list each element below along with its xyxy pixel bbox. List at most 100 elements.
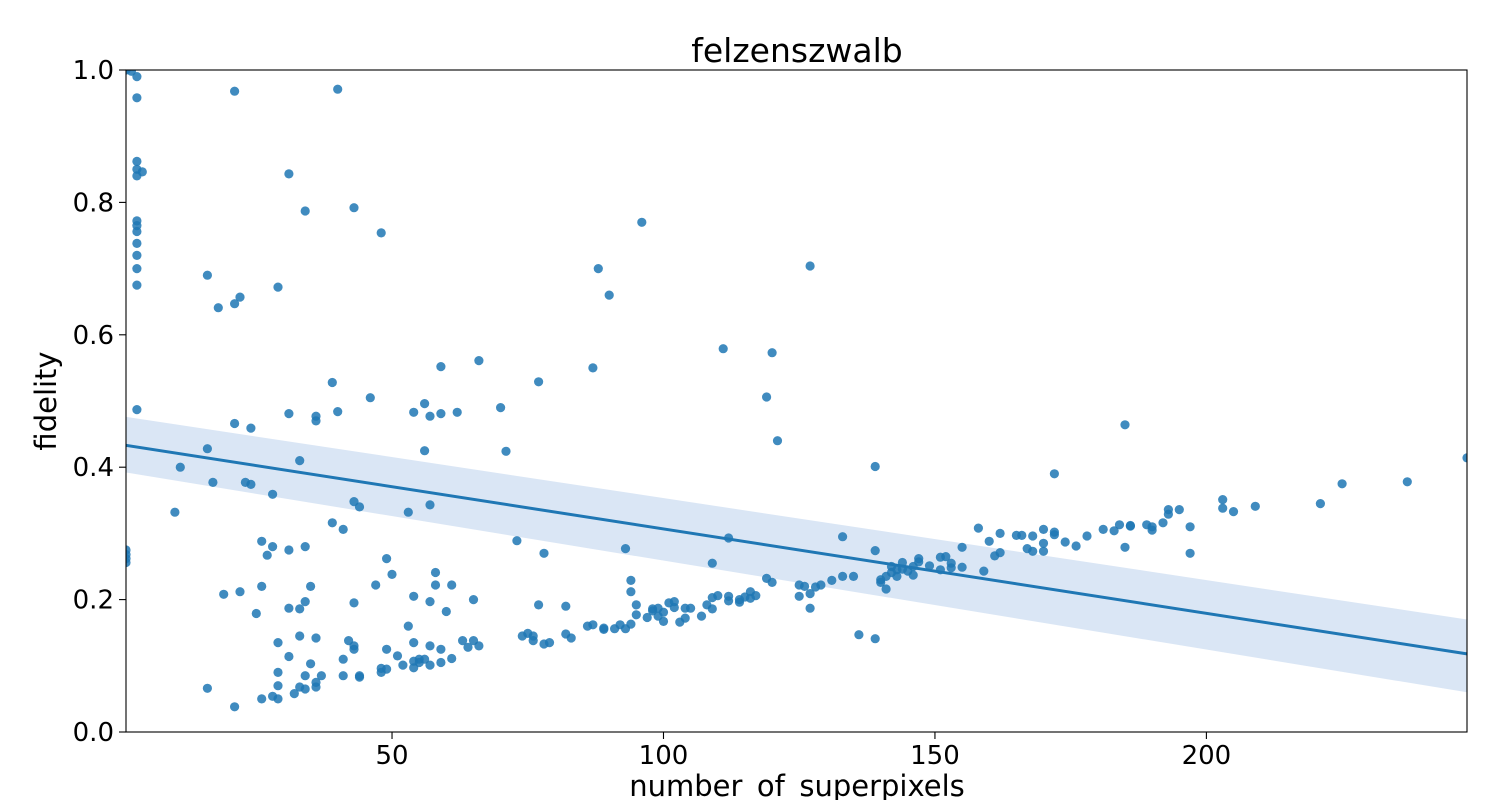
data-point	[838, 532, 848, 542]
data-point	[1038, 546, 1049, 556]
data-point	[881, 584, 891, 594]
data-point	[327, 377, 337, 388]
data-point	[295, 604, 305, 614]
data-point	[870, 461, 880, 472]
data-point	[876, 577, 886, 588]
data-point	[441, 606, 451, 617]
data-point	[599, 624, 609, 635]
data-point	[805, 603, 815, 613]
x-tick-label: 100	[639, 741, 689, 771]
data-point	[273, 638, 283, 648]
data-point	[468, 595, 479, 605]
confidence-band-layer	[126, 416, 1467, 693]
data-point	[924, 561, 935, 571]
data-point	[425, 660, 435, 670]
data-point	[762, 392, 772, 402]
data-point	[392, 651, 403, 661]
data-point	[338, 524, 348, 535]
data-point	[333, 407, 343, 417]
data-point	[561, 601, 571, 611]
data-point	[246, 479, 256, 489]
data-point	[213, 303, 223, 313]
data-point	[593, 264, 603, 274]
regression-line-layer	[125, 443, 1468, 656]
data-point	[257, 581, 267, 592]
data-point	[1098, 524, 1108, 535]
data-point	[1028, 531, 1038, 541]
data-point	[984, 536, 994, 546]
y-tick-label: 0.0	[73, 718, 114, 748]
data-point	[669, 597, 679, 607]
data-point	[892, 571, 902, 582]
data-point	[300, 206, 310, 216]
data-point	[588, 620, 598, 630]
data-point	[246, 423, 256, 433]
data-point	[273, 681, 283, 691]
data-point	[637, 217, 647, 227]
data-point	[848, 571, 859, 582]
data-point	[604, 290, 614, 300]
data-point	[1462, 453, 1467, 463]
x-tick-label: 150	[910, 741, 960, 771]
y-tick-label: 1.0	[73, 56, 114, 86]
data-point	[420, 446, 430, 456]
data-point	[409, 638, 419, 648]
data-point	[382, 644, 392, 654]
x-axis-ticks: 50 100 150 200	[375, 732, 1231, 771]
data-point	[447, 580, 457, 590]
data-point	[631, 610, 641, 620]
data-point	[349, 203, 359, 213]
data-point	[908, 570, 918, 580]
data-point	[1120, 420, 1130, 430]
data-point	[620, 544, 631, 554]
data-point	[1218, 495, 1228, 505]
data-point	[371, 580, 381, 590]
plot-area	[125, 70, 1468, 712]
data-point	[420, 654, 430, 664]
data-point	[1185, 522, 1195, 532]
data-point	[436, 409, 446, 419]
data-point	[1017, 530, 1027, 541]
data-point	[132, 156, 142, 166]
data-point	[1082, 531, 1092, 541]
data-point	[696, 611, 707, 621]
data-point	[398, 660, 408, 670]
data-points-layer	[126, 70, 1467, 712]
data-point	[995, 548, 1005, 558]
data-point	[680, 613, 690, 623]
data-point	[914, 554, 924, 564]
data-point	[1109, 526, 1119, 536]
data-point	[854, 630, 864, 640]
data-point	[1038, 524, 1049, 535]
data-point	[870, 634, 880, 644]
confidence-band	[126, 416, 1467, 693]
data-point	[447, 653, 457, 664]
data-point	[126, 557, 131, 568]
data-point	[202, 683, 212, 693]
data-point	[208, 477, 218, 487]
data-point	[713, 591, 723, 601]
data-point	[458, 636, 468, 646]
data-point	[132, 93, 142, 103]
data-point	[430, 567, 441, 578]
data-point	[1163, 509, 1173, 519]
data-point	[724, 596, 734, 606]
data-point	[512, 536, 522, 546]
data-point	[300, 542, 310, 552]
y-tick-label: 0.4	[73, 453, 114, 483]
data-point	[273, 694, 283, 704]
data-point	[528, 636, 538, 646]
data-point	[707, 604, 717, 614]
data-point	[838, 571, 848, 582]
data-point	[311, 682, 321, 692]
plot-frame	[125, 69, 1468, 733]
data-point	[1120, 542, 1130, 552]
data-point	[658, 616, 669, 627]
data-point	[496, 403, 506, 413]
data-point	[995, 528, 1005, 539]
data-point	[767, 348, 777, 358]
data-point	[463, 642, 473, 652]
data-point	[338, 654, 348, 664]
data-point	[300, 597, 310, 607]
